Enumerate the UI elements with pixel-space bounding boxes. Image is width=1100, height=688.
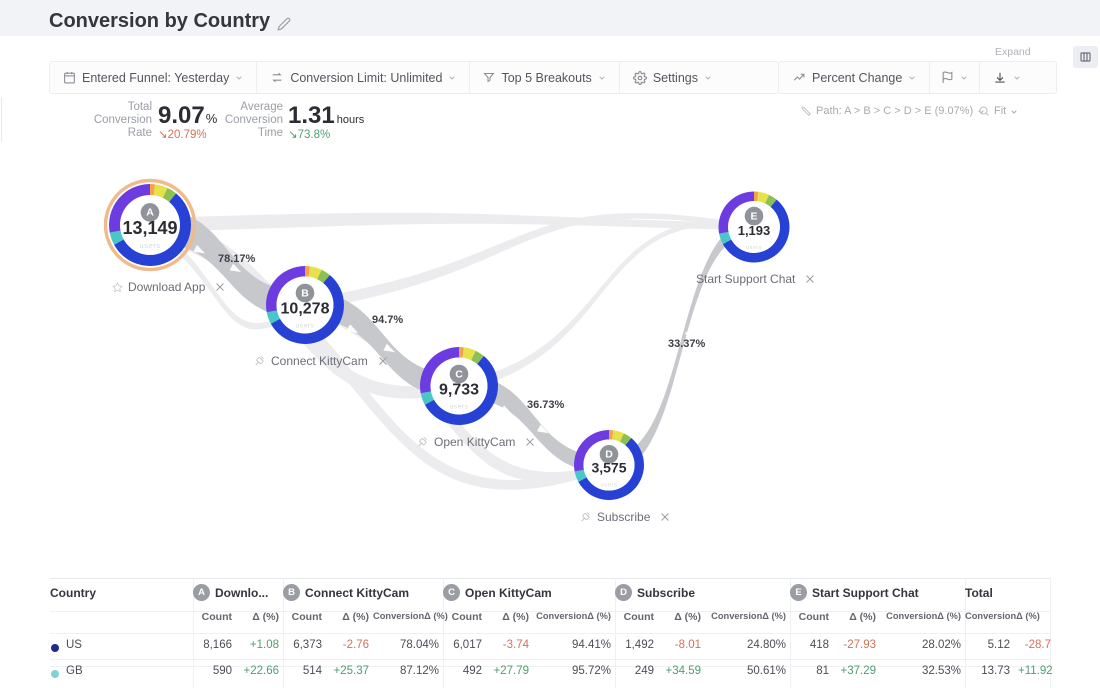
svg-text:users: users <box>601 483 618 489</box>
svg-text:3,575: 3,575 <box>591 460 626 476</box>
svg-text:94.7%: 94.7% <box>372 314 403 326</box>
svg-text:A: A <box>146 207 154 219</box>
svg-text:36.73%: 36.73% <box>527 399 565 411</box>
svg-text:33.37%: 33.37% <box>668 338 706 350</box>
svg-text:users: users <box>450 404 469 411</box>
svg-text:9,733: 9,733 <box>439 382 479 399</box>
svg-text:10,278: 10,278 <box>281 301 330 318</box>
svg-text:B: B <box>301 287 309 299</box>
svg-text:13,149: 13,149 <box>122 218 177 238</box>
svg-text:C: C <box>455 368 463 380</box>
svg-text:1,193: 1,193 <box>738 223 771 238</box>
svg-text:users: users <box>296 323 315 330</box>
svg-text:78.17%: 78.17% <box>218 253 256 265</box>
svg-text:users: users <box>746 245 762 251</box>
svg-text:users: users <box>139 241 160 250</box>
svg-text:E: E <box>750 210 757 222</box>
